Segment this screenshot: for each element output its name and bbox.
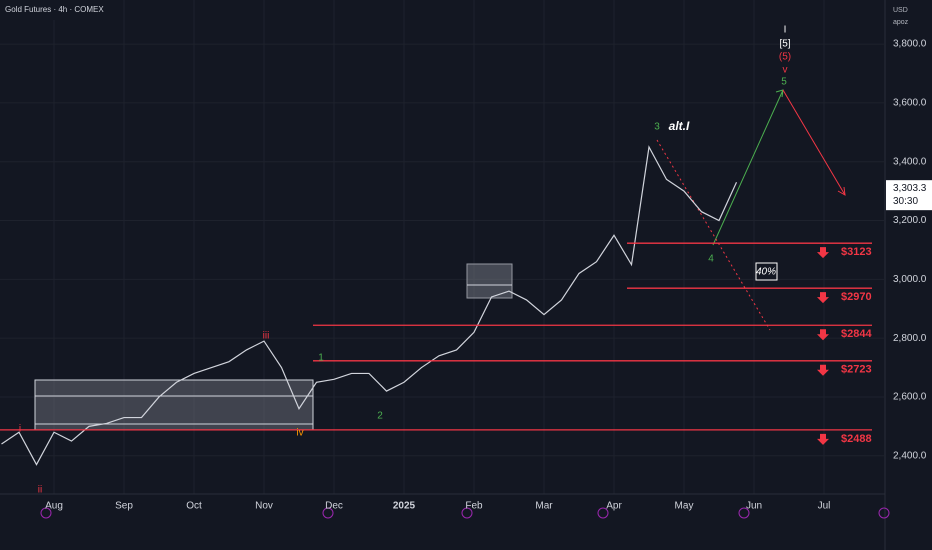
y-tick-label: 3,200.0: [893, 215, 927, 226]
level-label: $2970: [841, 291, 872, 303]
wave-label: (5): [779, 52, 791, 63]
wave-label: [5]: [779, 39, 790, 50]
x-tick-label: Apr: [606, 501, 622, 512]
level-arrow: [817, 433, 829, 445]
wave-label: 5: [781, 77, 787, 88]
wave-label: 1: [318, 353, 324, 364]
x-tick-label: Sep: [115, 501, 133, 512]
event-icons: [40, 507, 890, 519]
wave-label: 2: [377, 411, 383, 422]
price-tag: [886, 180, 932, 211]
alt-projection: [656, 139, 771, 331]
x-tick-label: 2025: [393, 501, 416, 512]
wave-label: v: [783, 65, 788, 76]
title-bg: [0, 0, 120, 20]
projection-arrow: [712, 89, 784, 246]
chart-title: Gold Futures · 4h · COMEX: [5, 5, 104, 14]
y-tick-label: 3,600.0: [893, 98, 927, 109]
x-tick-label: Oct: [186, 501, 202, 512]
wave-label: ii: [38, 485, 42, 496]
y-tick-label: 2,800.0: [893, 333, 927, 344]
wave-label: i: [19, 424, 21, 435]
wave-label: alt.I: [669, 119, 690, 133]
wave-label: 40%: [756, 267, 776, 278]
y-tick-label: 3,800.0: [893, 39, 927, 50]
wave-label: iv: [296, 428, 303, 439]
x-tick-label: May: [675, 501, 694, 512]
percent-box: [755, 262, 778, 281]
last-price: 3,303.3: [893, 183, 927, 194]
price-line: [1, 145, 738, 466]
level-label: $2844: [841, 328, 872, 340]
y-tick-label: 2,400.0: [893, 450, 927, 461]
level-arrow: [817, 292, 829, 304]
countdown: 30:30: [893, 196, 918, 207]
arrow-head: [837, 186, 846, 196]
level-label: $3123: [841, 246, 872, 258]
level-arrow: [817, 364, 829, 376]
level-label: $2488: [841, 433, 872, 445]
wave-label: 3: [654, 122, 660, 133]
x-tick-label: Feb: [465, 501, 483, 512]
range-box: [34, 379, 314, 431]
y-tick-label: 2,600.0: [893, 392, 927, 403]
x-tick-label: Dec: [325, 501, 343, 512]
x-tick-label: Mar: [535, 501, 553, 512]
y-tick-label: 3,000.0: [893, 274, 927, 285]
currency: USD: [893, 7, 908, 14]
wave-label: 4: [708, 254, 714, 265]
y-tick-label: 3,400.0: [893, 156, 927, 167]
level-arrow: [817, 329, 829, 341]
wave-label: I: [784, 25, 787, 36]
x-tick-label: Aug: [45, 501, 63, 512]
level-label: $2723: [841, 364, 872, 376]
wave-label: iii: [263, 331, 270, 342]
projection-arrow: [782, 89, 846, 196]
x-tick-label: Jun: [746, 501, 762, 512]
level-arrow: [817, 247, 829, 259]
x-tick-label: Jul: [818, 501, 831, 512]
user: apoz: [893, 19, 909, 26]
x-tick-label: Nov: [255, 501, 273, 512]
